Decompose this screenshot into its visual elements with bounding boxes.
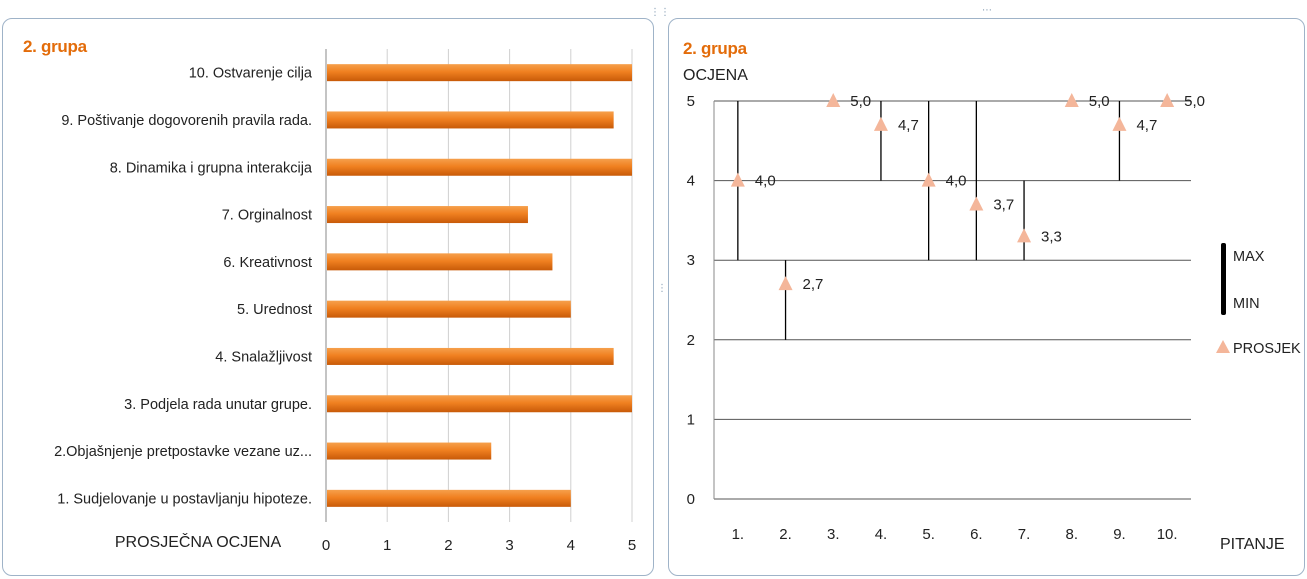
panel-resize-handle-top[interactable]: ⋮⋮ (650, 7, 670, 18)
data-label: 5,0 (1184, 93, 1205, 110)
bar (327, 253, 553, 271)
average-marker (778, 276, 793, 291)
bar (327, 64, 632, 82)
bar (327, 300, 571, 318)
bar (327, 489, 571, 507)
y-tick-label: 4 (687, 173, 695, 190)
category-label: 10. Ostvarenje cilja (189, 66, 313, 82)
category-label: 3. Podjela rada unutar grupe. (124, 397, 312, 413)
y-tick-label: 1 (687, 411, 695, 428)
panel-resize-handle-top-right[interactable]: ⋯ (982, 5, 992, 16)
category-label: 5. Urednost (237, 302, 312, 318)
data-label: 4,0 (946, 173, 967, 190)
average-marker (873, 116, 888, 131)
category-label: 6. Kreativnost (223, 255, 312, 271)
x-tick-label: 9. (1113, 526, 1126, 543)
data-label: 4,0 (755, 173, 776, 190)
x-tick-label: 1. (732, 526, 745, 543)
bar (327, 206, 528, 224)
data-label: 3,3 (1041, 228, 1062, 245)
x-tick-label: 4. (875, 526, 888, 543)
category-label: 2.Objašnjenje pretpostavke vezane uz... (54, 444, 312, 460)
category-label: 7. Orginalnost (222, 208, 312, 224)
legend-label-max: MAX (1233, 249, 1265, 265)
category-label: 1. Sudjelovanje u postavljanju hipoteze. (57, 491, 312, 507)
average-marker (826, 93, 841, 107)
x-axis-title: PITANJE (1220, 536, 1285, 553)
data-label: 4,7 (1136, 117, 1157, 134)
x-tick-label: 1 (383, 537, 391, 554)
y-tick-label: 5 (687, 93, 695, 110)
x-tick-label: 5 (628, 537, 636, 554)
x-axis-title: PROSJEČNA OCJENA (115, 532, 282, 551)
chart-panel-min-max-average[interactable]: 2. grupa OCJENA 0 1 2 3 4 5 4,0 1. 2,7 2. 5,0 3. 4,7 4… (668, 18, 1305, 576)
data-label: 3,7 (993, 196, 1014, 213)
bar (327, 111, 614, 129)
x-tick-label: 5. (922, 526, 935, 543)
x-tick-label: 2 (444, 537, 452, 554)
x-tick-label: 3 (505, 537, 513, 554)
bar (327, 442, 492, 460)
category-label: 9. Poštivanje dogovorenih pravila rada. (61, 113, 312, 129)
average-marker (1112, 116, 1127, 131)
data-label: 5,0 (1089, 93, 1110, 110)
y-tick-label: 3 (687, 252, 695, 269)
x-tick-label: 7. (1018, 526, 1031, 543)
y-tick-label: 2 (687, 332, 695, 349)
data-label: 4,7 (898, 117, 919, 134)
chart-title: 2. grupa (23, 37, 87, 56)
legend-max-min-bar (1221, 243, 1226, 315)
x-tick-label: 8. (1065, 526, 1078, 543)
average-marker (921, 172, 936, 187)
bar (327, 395, 632, 413)
panel-resize-handle-middle[interactable]: ⋮ (657, 283, 667, 294)
legend-label-min: MIN (1233, 296, 1260, 312)
x-tick-label: 6. (970, 526, 983, 543)
category-label: 8. Dinamika i grupna interakcija (110, 160, 313, 176)
chart-title: 2. grupa (683, 39, 747, 58)
bar-chart: 0 1 2 3 4 5 10. Ostvarenje cilja 9. Poštivanje … (54, 49, 636, 554)
y-axis-title: OCJENA (683, 67, 748, 84)
average-marker (969, 196, 984, 211)
average-marker (730, 172, 745, 187)
average-marker (1064, 93, 1079, 107)
high-low-chart: OCJENA 0 1 2 3 4 5 4,0 1. 2,7 2. 5,0 3. 4,7 4. 4,0 5. 3,7… (683, 67, 1301, 553)
x-tick-label: 3. (827, 526, 840, 543)
x-tick-label: 2. (779, 526, 792, 543)
x-tick-label: 0 (322, 537, 330, 554)
bar (327, 158, 632, 176)
average-marker (1160, 93, 1175, 107)
category-label: 4. Snalažljivost (215, 349, 312, 365)
y-tick-label: 0 (687, 491, 695, 508)
data-label: 2,7 (803, 276, 824, 293)
chart-panel-average-grade[interactable]: 2. grupa 0 1 2 3 4 5 10. Ostvarenje cilja 9. Po… (2, 18, 654, 576)
legend-marker-average (1216, 340, 1230, 353)
average-marker (1017, 228, 1032, 243)
data-label: 5,0 (850, 93, 871, 110)
bar (327, 347, 614, 365)
legend-label-average: PROSJEK (1233, 341, 1301, 357)
x-tick-label: 4 (567, 537, 575, 554)
x-tick-label: 10. (1157, 526, 1178, 543)
